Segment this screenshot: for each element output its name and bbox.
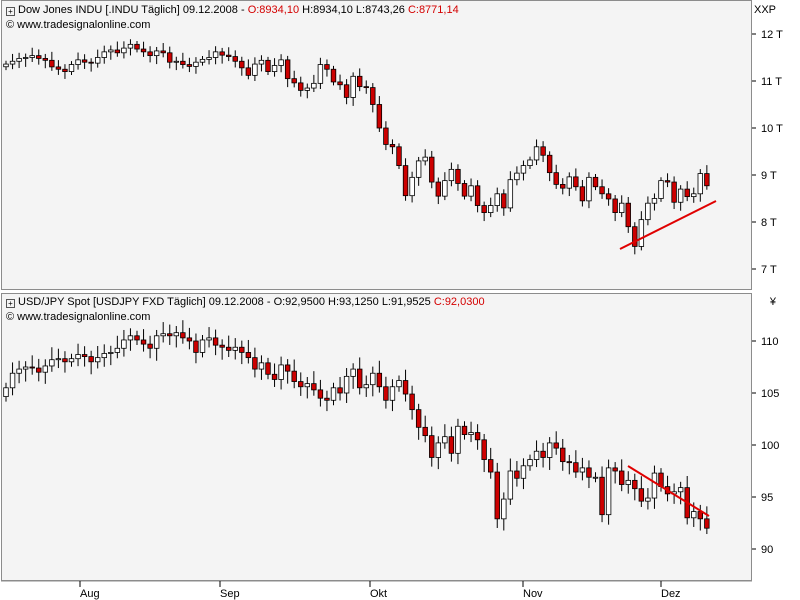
dow-jones-chart-panel[interactable]: + Dow Jones INDU [.INDU Täglich] 09.12.20… (1, 0, 752, 290)
y-axis-tick-label: 110 (761, 336, 779, 348)
dow-jones-title: Dow Jones INDU [.INDU Täglich] 09.12.200… (18, 4, 248, 16)
x-axis-tick-label: Aug (80, 588, 100, 600)
x-axis-tick-label: Dez (661, 588, 681, 600)
usdjpy-source: © www.tradesignalonline.com (6, 311, 151, 323)
dow-jones-axis-unit: XXP (753, 4, 776, 16)
dow-jones-high-low-values: H:8934,10 L:8743,26 (299, 4, 408, 16)
y-axis-tick-label: 105 (761, 388, 779, 400)
y-axis-tick-label: 10 T (761, 123, 783, 135)
collapse-toggle-icon[interactable]: + (6, 7, 15, 16)
y-axis-tick-label: 95 (761, 492, 773, 504)
collapse-toggle-icon[interactable]: + (6, 299, 15, 308)
y-axis-tick-label: 100 (761, 440, 779, 452)
x-axis-tick-label: Sep (220, 588, 240, 600)
usdjpy-chart-panel[interactable]: + USD/JPY Spot [USDJPY FXD Täglich] 09.12… (1, 293, 752, 581)
usdjpy-header: + USD/JPY Spot [USDJPY FXD Täglich] 09.12… (6, 296, 485, 309)
x-axis-tick-label: Nov (523, 588, 543, 600)
y-axis-tick-label: 12 T (761, 29, 783, 41)
y-axis-tick-label: 7 T (761, 264, 777, 276)
x-axis-tick-label: Okt (370, 588, 387, 600)
dow-jones-source: © www.tradesignalonline.com (6, 19, 151, 31)
y-axis-tick-label: 11 T (761, 76, 782, 88)
y-axis-tick-label: 90 (761, 544, 773, 556)
usdjpy-title: USD/JPY Spot [USDJPY FXD Täglich] 09.12.… (18, 296, 434, 308)
y-axis-tick-label: 9 T (761, 170, 777, 182)
dow-jones-open-value: O:8934,10 (247, 4, 300, 16)
usdjpy-close-value: C:92,0300 (433, 296, 485, 308)
y-axis-tick-label: 8 T (761, 217, 777, 229)
usdjpy-axis-unit: ¥ (769, 296, 776, 308)
dow-jones-close-value: C:8771,14 (407, 4, 459, 16)
dow-jones-header: + Dow Jones INDU [.INDU Täglich] 09.12.20… (6, 4, 459, 17)
